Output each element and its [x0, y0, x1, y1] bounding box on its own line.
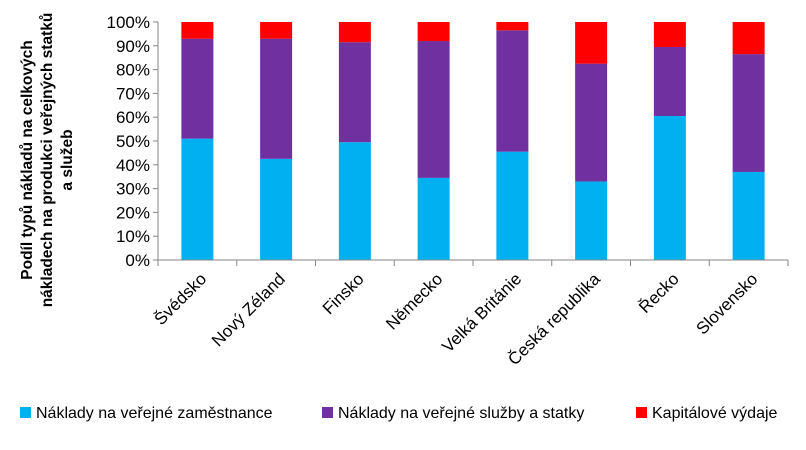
bar-segment: [496, 22, 529, 31]
bar-segment: [575, 181, 608, 260]
bar-segment: [181, 38, 214, 139]
y-tick-label: 0%: [125, 251, 150, 270]
legend-label: Náklady na veřejné zaměstnance: [36, 405, 273, 422]
bar-segment: [417, 22, 450, 42]
legend-label: Kapitálové výdaje: [652, 405, 778, 422]
bar-segment: [417, 177, 450, 260]
bar-segment: [417, 41, 450, 178]
x-category-label: Nový Zéland: [208, 269, 289, 350]
y-tick-label: 10%: [116, 227, 150, 246]
x-category-label: Velká Británie: [438, 269, 525, 356]
bar-segment: [338, 22, 371, 43]
y-axis-title-line: Podíl typů nákladů na celkových: [19, 40, 36, 279]
legend-swatch: [636, 407, 647, 418]
bar-segment: [653, 46, 686, 117]
y-tick-label: 100%: [107, 13, 150, 32]
bar-segment: [575, 63, 608, 182]
bar-segment: [260, 38, 293, 159]
y-tick-label: 70%: [116, 84, 150, 103]
legend-swatch: [20, 407, 31, 418]
y-tick-label: 30%: [116, 180, 150, 199]
legend-swatch: [322, 407, 333, 418]
x-category-label: Slovensko: [693, 269, 762, 338]
plot-area: 0% 10% 20% 30% 40% 50% 60% 70% 80% 90% 100% Švédsko…: [107, 13, 789, 369]
y-axis-title-line: a služeb: [59, 129, 76, 190]
y-tick-label: 40%: [116, 156, 150, 175]
x-category-label: Řecko: [635, 269, 683, 317]
y-axis-title: Podíl typů nákladů na celkových nákladech…: [19, 13, 76, 308]
bar-segment: [181, 22, 214, 39]
y-tick-label: 90%: [116, 37, 150, 56]
legend-label: Náklady na veřejné služby a statky: [338, 405, 584, 422]
bar-segment: [732, 171, 765, 260]
x-category-label: Finsko: [319, 269, 368, 318]
bar-segment: [732, 54, 765, 172]
bar-segment: [653, 116, 686, 260]
bar-segment: [653, 22, 686, 47]
y-tick-label: 60%: [116, 108, 150, 127]
legend: Náklady na veřejné zaměstnance Náklady na…: [20, 405, 778, 422]
bar-segment: [732, 22, 765, 55]
y-tick-label: 80%: [116, 61, 150, 80]
bar-segment: [260, 158, 293, 260]
bar-segment: [496, 151, 529, 260]
bar-segment: [338, 142, 371, 260]
x-category-label: Německo: [382, 269, 446, 333]
bar-segment: [338, 42, 371, 143]
y-tick-label: 20%: [116, 203, 150, 222]
bar-segment: [575, 22, 608, 64]
y-axis-title-line: nákladech na produkci veřejných statků: [39, 13, 56, 308]
bar-segment: [181, 138, 214, 260]
bar-segment: [260, 22, 293, 39]
y-tick-label: 50%: [116, 132, 150, 151]
bar-segment: [496, 30, 529, 152]
x-category-label: Švédsko: [151, 269, 211, 329]
